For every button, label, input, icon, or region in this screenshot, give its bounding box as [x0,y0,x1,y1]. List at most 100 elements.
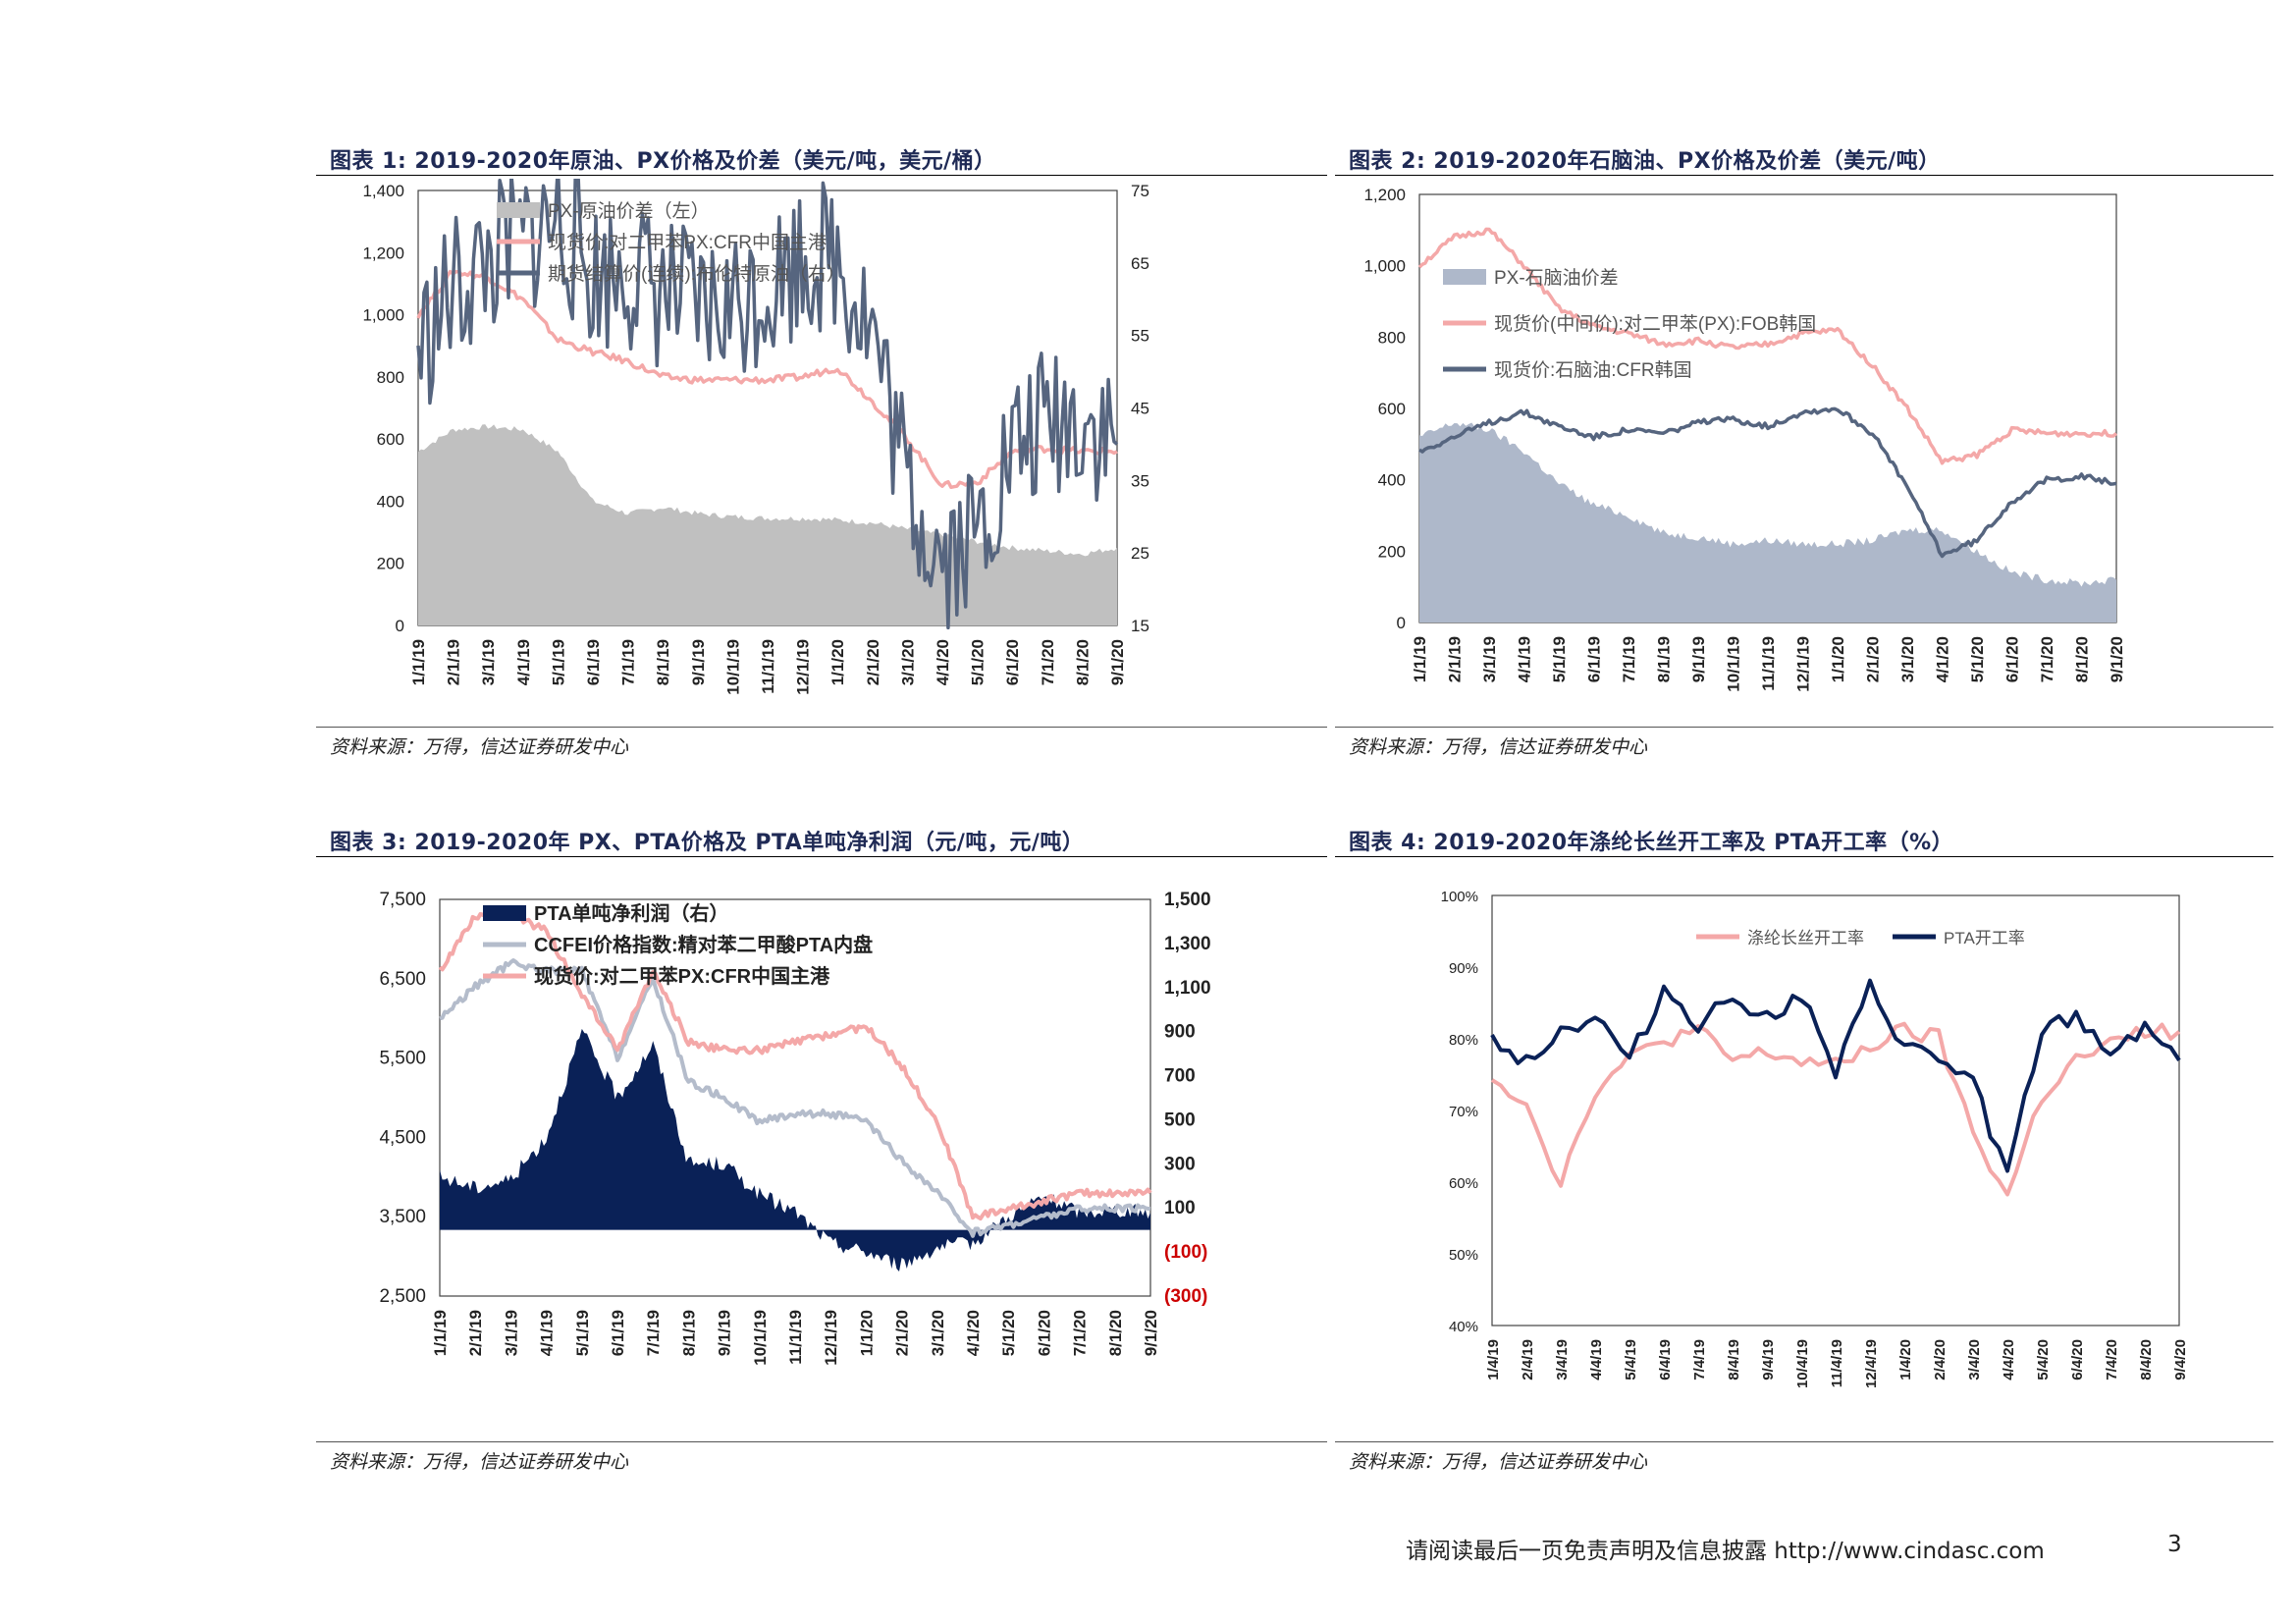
chart-1-ytick-left-2: 1,000 [362,306,404,325]
chart-3-xtick-12: 1/1/20 [857,1310,876,1356]
chart-1-ytick-left-7: 0 [396,617,404,635]
chart-4-xtick-5: 6/4/19 [1657,1339,1674,1380]
chart-2-ytick-left-1: 1,000 [1363,257,1406,276]
chart-3-legend-swatch-1 [483,905,526,921]
chart-3-svg: 7,500 6,500 5,500 4,500 3,500 2,500 1,500 1,300… [379,890,1211,1366]
chart-4-ytick-left-1: 90% [1449,960,1478,977]
chart-2-source: 资料来源：万得，信达证券研发中心 [1349,736,1648,758]
chart-1-legend-label-2: 现货价:对二甲苯PX:CFR中国主港 [548,232,827,253]
chart-3-title: 图表 3: 2019-2020年 PX、PTA价格及 PTA单吨净利润（元/吨，… [330,831,1085,855]
chart-4-xtick-15: 4/4/20 [2001,1339,2017,1380]
chart-4-xtick-20: 9/4/20 [2172,1339,2189,1380]
chart-3-xtick-15: 4/1/20 [964,1310,983,1356]
chart-3-ytick-left-5: 2,500 [379,1286,426,1307]
chart-4-title: 图表 4: 2019-2020年涤纶长丝开工率及 PTA开工率（%） [1349,831,1954,855]
chart-2-title: 图表 2: 2019-2020年石脑油、PX价格及价差（美元/吨） [1349,149,1941,174]
chart-1-series-3-line [416,179,1119,630]
chart-1-ytick-right-3: 45 [1131,400,1149,418]
chart-2-top-rule [1335,175,2273,176]
chart-1-xtick-11: 12/1/19 [794,639,813,695]
chart-3-xtick-8: 9/1/19 [716,1310,734,1356]
chart-3-top-rule [316,856,1327,857]
chart-3-xtick-3: 4/1/19 [538,1310,557,1356]
chart-1-bottom-rule [316,727,1327,728]
chart-2-legend-label-2: 现货价(中间价):对二甲苯(PX):FOB韩国 [1494,313,1816,335]
chart-1-xtick-9: 10/1/19 [723,639,742,695]
chart-2-xtick-5: 6/1/19 [1585,636,1604,682]
chart-4-xtick-4: 5/4/19 [1623,1339,1639,1380]
chart-2-xtick-3: 4/1/19 [1516,636,1534,682]
chart-2-xtick-14: 3/1/20 [1898,636,1917,682]
chart-4-series-1-line [1490,1021,2181,1197]
chart-4-ytick-left-4: 60% [1449,1175,1478,1192]
chart-2-xtick-1: 2/1/19 [1446,636,1465,682]
chart-1-ytick-right-4: 35 [1131,471,1149,490]
chart-4-xtick-7: 8/4/19 [1726,1339,1742,1380]
chart-2-xtick-9: 10/1/19 [1725,636,1743,692]
chart-2-xtick-12: 1/1/20 [1829,636,1847,682]
chart-1-legend-label-3: 期货结算价(连续):布伦特原油（右） [548,263,845,285]
chart-1-xtick-14: 3/1/20 [898,639,917,685]
chart-2-svg: 1,200 1,000 800 600 400 200 0 1/1/19 2/1/19 3/1/1… [1363,186,2126,692]
chart-1-xtick-4: 5/1/19 [549,639,567,685]
chart-4-ytick-left-0: 100% [1441,889,1478,905]
chart-2-xtick-8: 9/1/19 [1689,636,1708,682]
chart-3-series-2-line [439,958,1151,1238]
chart-4-top-rule [1335,856,2273,857]
chart-3-xtick-9: 10/1/19 [751,1310,770,1366]
chart-4-xtick-13: 2/4/20 [1932,1339,1949,1380]
chart-3-xtick-13: 2/1/20 [893,1310,912,1356]
chart-2-legend-label-1: PX-石脑油价差 [1494,267,1619,289]
chart-3-xtick-18: 7/1/20 [1071,1310,1090,1356]
chart-4-xtick-8: 9/4/19 [1760,1339,1777,1380]
chart-3-xtick-5: 6/1/19 [609,1310,627,1356]
chart-1-ytick-left-4: 600 [377,430,404,449]
chart-1-ytick-left-1: 1,200 [362,244,404,262]
chart-4-xtick-6: 7/4/19 [1691,1339,1708,1380]
chart-4-plot-frame [1491,894,2180,1326]
chart-2-xtick-13: 2/1/20 [1864,636,1883,682]
chart-3-ytick-right-8: (100) [1164,1242,1207,1263]
chart-2-legend-swatch-1 [1443,269,1486,285]
chart-1-xtick-0: 1/1/19 [409,639,428,685]
chart-4-xtick-3: 4/4/19 [1588,1339,1605,1380]
chart-3-ytick-right-4: 700 [1164,1066,1196,1087]
chart-3-xtick-19: 8/1/20 [1106,1310,1125,1356]
chart-2-ytick-left-4: 400 [1378,471,1406,490]
chart-4-xtick-14: 3/4/20 [1966,1339,1983,1380]
chart-1-xtick-17: 6/1/20 [1003,639,1022,685]
chart-1-xtick-15: 4/1/20 [934,639,952,685]
chart-3-xtick-17: 6/1/20 [1035,1310,1053,1356]
chart-2-ytick-left-3: 600 [1378,400,1406,418]
chart-3-xtick-20: 9/1/20 [1142,1310,1160,1356]
chart-4-series-2-line [1490,978,2181,1173]
chart-3-ytick-right-7: 100 [1164,1198,1196,1218]
chart-4-xtick-0: 1/4/19 [1485,1339,1502,1380]
chart-1-xtick-8: 9/1/19 [689,639,708,685]
chart-3-ytick-right-9: (300) [1164,1286,1207,1307]
chart-4-xtick-11: 12/4/19 [1863,1339,1880,1388]
chart-3-series-1-area [440,1028,1150,1272]
chart-2-xtick-2: 3/1/19 [1480,636,1499,682]
chart-4-xtick-10: 11/4/19 [1829,1339,1845,1387]
chart-2-series-2-line [1417,227,2118,465]
chart-1-xtick-16: 5/1/20 [969,639,988,685]
chart-1-ytick-right-1: 65 [1131,254,1149,273]
chart-3-ytick-left-1: 6,500 [379,969,426,990]
chart-1-xtick-13: 2/1/20 [864,639,882,685]
chart-4-legend-label-1: 涤纶长丝开工率 [1747,929,1864,947]
chart-3-ytick-left-0: 7,500 [379,890,426,910]
chart-3-series-3-line [438,910,1152,1221]
chart-4-bottom-rule [1335,1441,2273,1442]
chart-1-legend-swatch-1 [497,202,540,218]
chart-2-xtick-20: 9/1/20 [2108,636,2126,682]
chart-2-legend-label-3: 现货价:石脑油:CFR韩国 [1494,359,1692,381]
chart-4-xtick-9: 10/4/19 [1794,1339,1811,1388]
chart-3-ytick-right-3: 900 [1164,1022,1196,1043]
chart-3-ytick-right-5: 500 [1164,1110,1196,1130]
chart-3-xtick-2: 3/1/19 [502,1310,520,1356]
chart-3-ytick-right-1: 1,300 [1164,934,1211,954]
chart-2-ytick-left-2: 800 [1378,328,1406,347]
chart-3-legend-label-3: 现货价:对二甲苯PX:CFR中国主港 [534,964,830,988]
chart-3-legend-label-2: CCFEI价格指数:精对苯二甲酸PTA内盘 [534,933,873,956]
